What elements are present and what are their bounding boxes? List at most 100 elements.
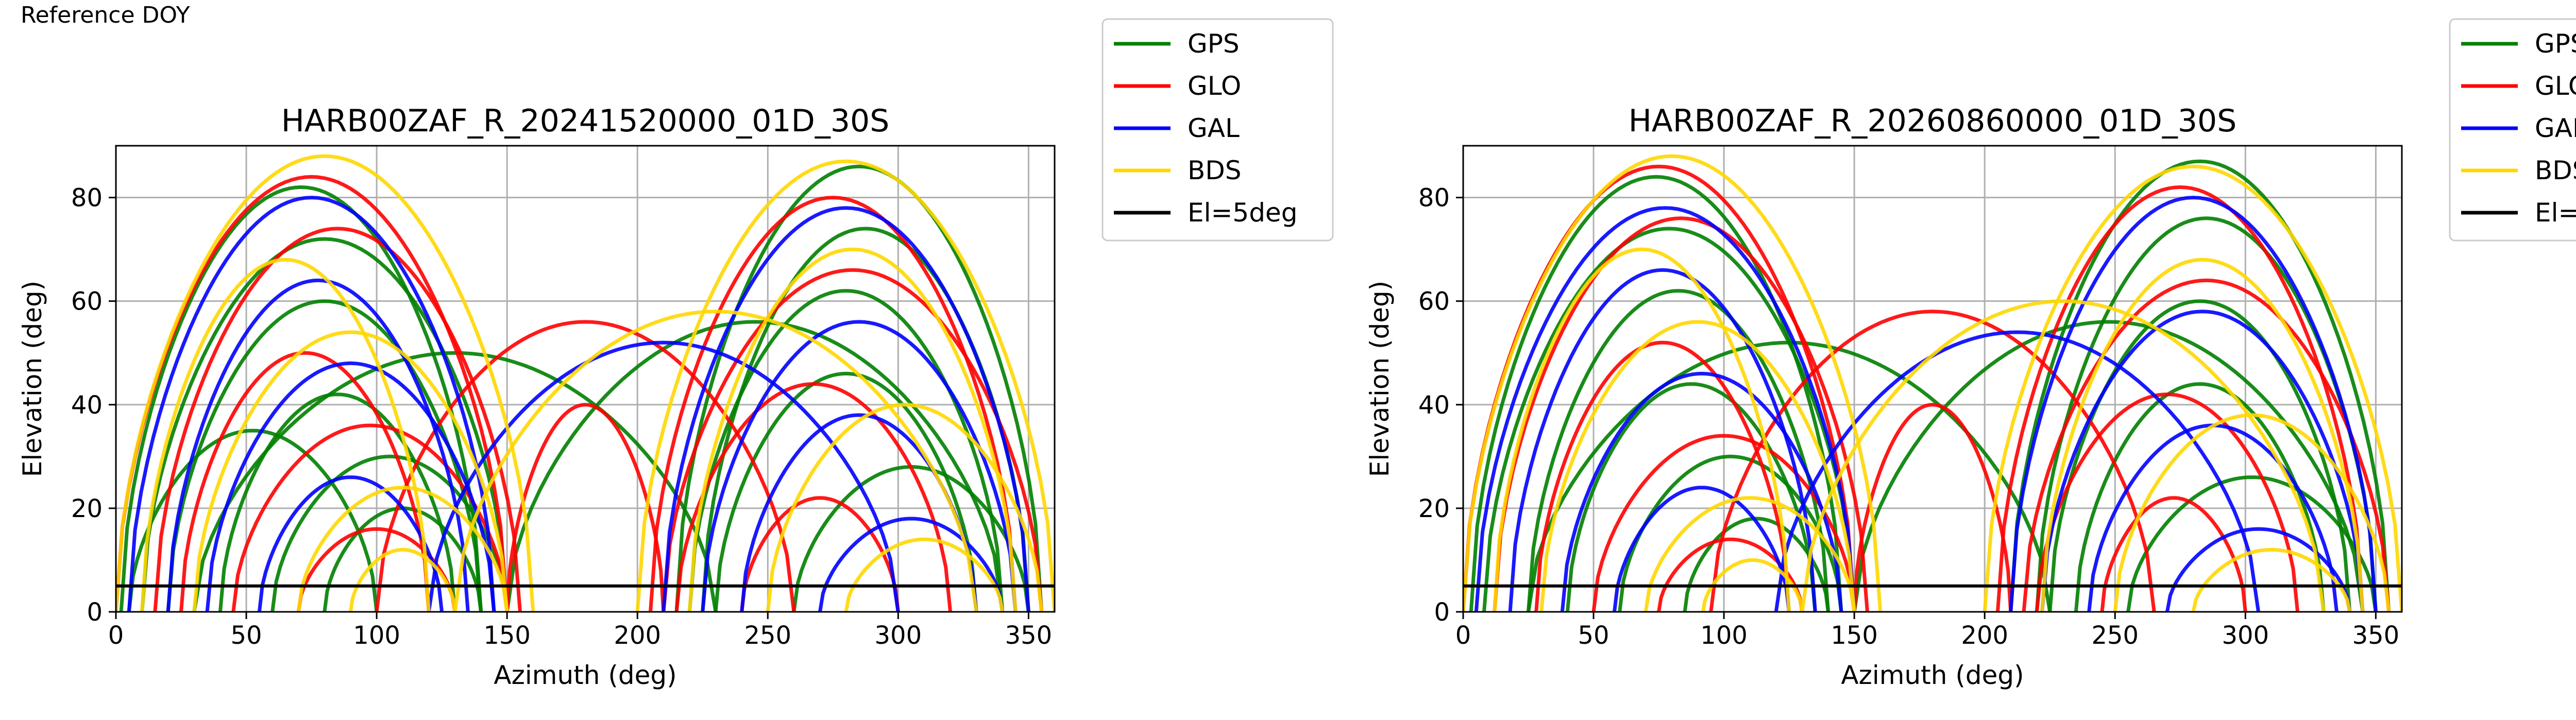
x-tick-label: 150 (1831, 621, 1878, 650)
track-gps (505, 320, 1005, 612)
track-gal (701, 320, 1018, 612)
y-tick-label: 0 (1434, 598, 1450, 627)
track-gal (1474, 206, 1856, 612)
track-gal (2165, 527, 2352, 612)
track-bds (2113, 413, 2391, 612)
x-tick-label: 300 (875, 621, 922, 650)
track-gal (257, 475, 444, 612)
track-gps (1527, 340, 2052, 612)
track-bds (1982, 164, 2402, 612)
track-glo (2035, 392, 2300, 612)
legend-label: El=5deg (2535, 198, 2576, 228)
legend-label: BDS (1188, 156, 1242, 185)
track-bds (2191, 547, 2352, 612)
track-gal (1560, 371, 1843, 612)
legend: GPS GLO GAL BDS El=5deg (2449, 18, 2576, 242)
page-label: Reference DOY (21, 2, 190, 28)
track-bds (192, 330, 509, 612)
y-tick-label: 20 (1418, 494, 1450, 523)
x-tick-label: 350 (1005, 621, 1053, 650)
x-tick-label: 250 (744, 621, 791, 650)
chart-panel-2: 0 50 100 150 200 250 300 350 0 20 40 60 80 HARB00ZAF_… (1365, 18, 2576, 690)
x-tick-label: 100 (1700, 621, 1748, 650)
track-glo (1852, 403, 2013, 612)
track-bds (2040, 258, 2365, 612)
track-gps (119, 185, 483, 612)
chart-title: HARB00ZAF_R_20241520000_01D_30S (281, 103, 890, 139)
track-gps (1565, 382, 1817, 612)
track-bds (140, 258, 431, 612)
track-bds (1643, 496, 1856, 612)
y-tick-label: 60 (71, 287, 103, 316)
x-tick-label: 250 (2091, 621, 2139, 650)
track-glo (1493, 216, 1869, 612)
x-tick-label: 100 (353, 621, 400, 650)
y-tick-label: 40 (1418, 391, 1450, 420)
track-bds (453, 310, 978, 612)
track-bds (1701, 558, 1804, 612)
track-gps (1683, 517, 1831, 612)
tracks-group (116, 154, 1055, 612)
x-tick-label: 350 (2352, 621, 2400, 650)
y-tick-label: 80 (1418, 184, 1450, 213)
track-glo (1534, 340, 1791, 612)
track-glo (1996, 185, 2365, 612)
track-gal (1613, 486, 1791, 612)
track-gps (2009, 159, 2391, 612)
track-bds (766, 403, 1044, 612)
x-axis-label: Azimuth (deg) (494, 660, 676, 690)
x-tick-label: 50 (1578, 621, 1609, 650)
track-glo (662, 268, 1044, 612)
track-bds (687, 247, 1018, 612)
track-bds (635, 159, 1055, 612)
track-bds (116, 154, 535, 612)
track-gps (1482, 227, 1856, 612)
legend-label: GPS (2535, 29, 2576, 59)
x-tick-label: 0 (108, 621, 124, 650)
x-tick-label: 50 (231, 621, 262, 650)
track-gps (2126, 475, 2378, 612)
track-gal (127, 196, 496, 612)
track-glo (740, 496, 900, 612)
track-glo (153, 227, 522, 612)
chart-title: HARB00ZAF_R_20260860000_01D_30S (1629, 103, 2237, 139)
y-tick-label: 0 (87, 598, 103, 627)
x-tick-label: 200 (614, 621, 661, 650)
track-glo (2100, 496, 2247, 612)
track-gps (270, 454, 509, 612)
y-tick-label: 60 (1418, 287, 1450, 316)
legend-label: GLO (2535, 71, 2576, 101)
y-tick-label: 20 (71, 494, 103, 523)
track-gps (1527, 289, 1831, 612)
track-gps (192, 351, 718, 612)
track-gal (662, 206, 1030, 612)
track-bds (1539, 320, 1856, 612)
track-glo (505, 403, 666, 612)
track-glo (2022, 278, 2391, 612)
legend-label: El=5deg (1188, 198, 1297, 228)
y-tick-label: 40 (71, 391, 103, 420)
legend-label: GPS (1188, 29, 1240, 59)
track-gal (205, 361, 496, 612)
track-bds (1800, 299, 2326, 612)
axes-frame (115, 145, 1056, 613)
track-gal (1508, 268, 1817, 612)
x-tick-label: 0 (1455, 621, 1471, 650)
track-gps (2074, 382, 2326, 612)
y-axis-label: Elevation (deg) (18, 281, 47, 477)
x-tick-label: 300 (2222, 621, 2269, 650)
track-glo (649, 196, 1018, 612)
x-tick-label: 200 (1961, 621, 2008, 650)
track-gal (1774, 330, 2261, 612)
track-bds (349, 547, 457, 612)
track-bds (1463, 154, 1883, 612)
tracks-group (1463, 154, 2402, 612)
x-tick-label: 150 (483, 621, 531, 650)
legend-frame (1101, 18, 1334, 242)
legend-label: GAL (2535, 113, 2576, 143)
y-tick-label: 80 (71, 184, 103, 213)
track-gal (166, 278, 470, 612)
legend-label: GAL (1188, 113, 1240, 143)
track-gal (2040, 310, 2365, 612)
